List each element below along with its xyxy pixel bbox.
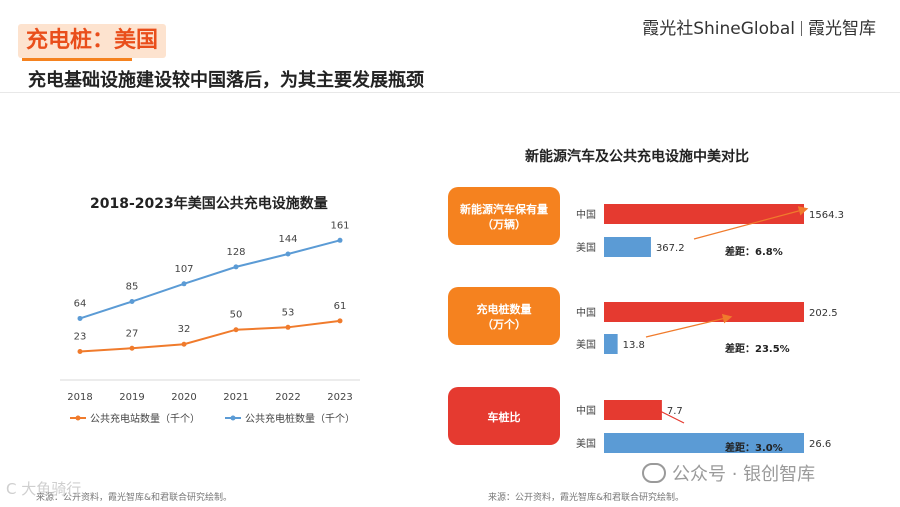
series-1-point — [77, 348, 83, 354]
legend-label-2: 公共充电桩数量（千个） — [245, 412, 355, 425]
header-divider — [0, 92, 900, 93]
page-title: 充电桩：美国 — [26, 28, 159, 53]
watermark-right-text: 公众号 · 银创智库 — [672, 464, 816, 485]
x-tick-label: 2023 — [327, 392, 352, 403]
legend-marker-1 — [75, 415, 81, 421]
data-label: 61 — [334, 301, 347, 312]
series-line-2 — [79, 239, 341, 320]
x-tick-label: 2018 — [67, 392, 92, 403]
bar-category-label: 美国 — [576, 241, 596, 254]
watermark-left: C 大鱼骑行 — [6, 480, 82, 498]
group-label-box-3 — [448, 387, 560, 445]
gap-label: 差距：6.8% — [725, 245, 783, 258]
group-label-text: （万辆） — [482, 217, 526, 231]
title-underline — [22, 58, 132, 61]
x-tick-label: 2022 — [275, 392, 300, 403]
group-label-box-1 — [448, 187, 560, 245]
bar-value-label: 1564.3 — [809, 210, 844, 221]
series-1-point — [181, 341, 187, 347]
data-label: 161 — [330, 220, 349, 231]
brand-logo: 霞光社ShineGlobal 霞光智库 — [642, 14, 876, 39]
group-label-text: （万个） — [482, 317, 526, 331]
data-label: 85 — [126, 282, 139, 293]
brand-think-tank: 霞光智库 — [808, 19, 876, 39]
series-1-point — [129, 345, 135, 351]
group-label-text: 车桩比 — [488, 410, 521, 424]
series-1-point — [285, 324, 291, 330]
x-tick-label: 2020 — [171, 392, 196, 403]
bar-category-label: 中国 — [576, 306, 596, 319]
bar-china — [604, 400, 662, 420]
bar-category-label: 中国 — [576, 404, 596, 417]
line-chart: 2018 2019 2020 2021 2022 2023 23 27 32 50 53 61 64 85… — [60, 220, 360, 425]
brand-name-en: ShineGlobal — [693, 19, 795, 39]
bar-chart-title: 新能源汽车及公共充电设施中美对比 — [525, 149, 749, 165]
legend-label-1: 公共充电站数量（千个） — [90, 412, 200, 425]
series-2-point — [285, 251, 291, 257]
data-label: 50 — [230, 310, 243, 321]
gap-label: 差距：23.5% — [725, 342, 790, 355]
series-2-point — [181, 281, 187, 287]
data-label: 27 — [126, 328, 139, 339]
source-note-left: 来源：公开资料，霞光智库&和君联合研究绘制。 — [36, 493, 233, 503]
source-note-right: 来源：公开资料，霞光智库&和君联合研究绘制。 — [488, 493, 685, 503]
series-1-point — [337, 318, 343, 324]
brand-divider — [801, 21, 802, 36]
data-label: 128 — [226, 247, 245, 258]
data-label: 53 — [282, 307, 295, 318]
bar-value-label: 26.6 — [809, 439, 831, 450]
data-label: 144 — [278, 234, 297, 245]
gap-arrow-1 — [693, 206, 809, 240]
bar-china — [604, 302, 804, 322]
data-label: 64 — [74, 298, 87, 309]
series-2-point — [233, 264, 239, 270]
wechat-icon — [642, 463, 666, 483]
bar-category-label: 美国 — [576, 338, 596, 351]
line-chart-title: 2018-2023年美国公共充电设施数量 — [90, 196, 328, 212]
x-tick-label: 2019 — [119, 392, 144, 403]
gap-arrow-3 — [649, 405, 685, 424]
watermark-right: 公众号 · 银创智库 — [642, 460, 815, 486]
data-label: 23 — [74, 331, 87, 342]
bar-value-label: 13.8 — [623, 340, 645, 351]
bar-china — [604, 204, 804, 224]
bar-value-label: 202.5 — [809, 308, 838, 319]
bar-value-label: 367.2 — [656, 243, 685, 254]
bar-chart: 新能源汽车保有量（万辆） 中国 1564.3 美国 367.2 差距：6.8% 充电桩数量（… — [448, 187, 844, 454]
legend-marker-2 — [230, 415, 236, 421]
series-1-point — [233, 327, 239, 333]
group-label-box-2 — [448, 287, 560, 345]
series-2-point — [77, 315, 83, 321]
group-label-text: 新能源汽车保有量 — [460, 202, 548, 216]
page-subtitle: 充电基础设施建设较中国落后，为其主要发展瓶颈 — [28, 70, 424, 91]
bar-usa — [604, 334, 618, 354]
series-2-point — [129, 299, 135, 305]
brand-name-cn: 霞光社 — [642, 19, 694, 39]
data-label: 32 — [178, 324, 191, 335]
page-title-box: 充电桩：美国 — [18, 24, 167, 58]
bar-value-label: 7.7 — [667, 406, 683, 417]
data-label: 107 — [174, 264, 193, 275]
bar-category-label: 美国 — [576, 437, 596, 450]
series-line-1 — [79, 319, 341, 353]
gap-arrow-2 — [645, 313, 733, 338]
bar-usa — [604, 237, 651, 257]
bar-usa — [604, 433, 804, 453]
bar-category-label: 中国 — [576, 208, 596, 221]
x-tick-label: 2021 — [223, 392, 248, 403]
series-2-point — [337, 237, 343, 243]
gap-label: 差距：3.0% — [725, 441, 783, 454]
group-label-text: 充电桩数量 — [477, 302, 532, 316]
